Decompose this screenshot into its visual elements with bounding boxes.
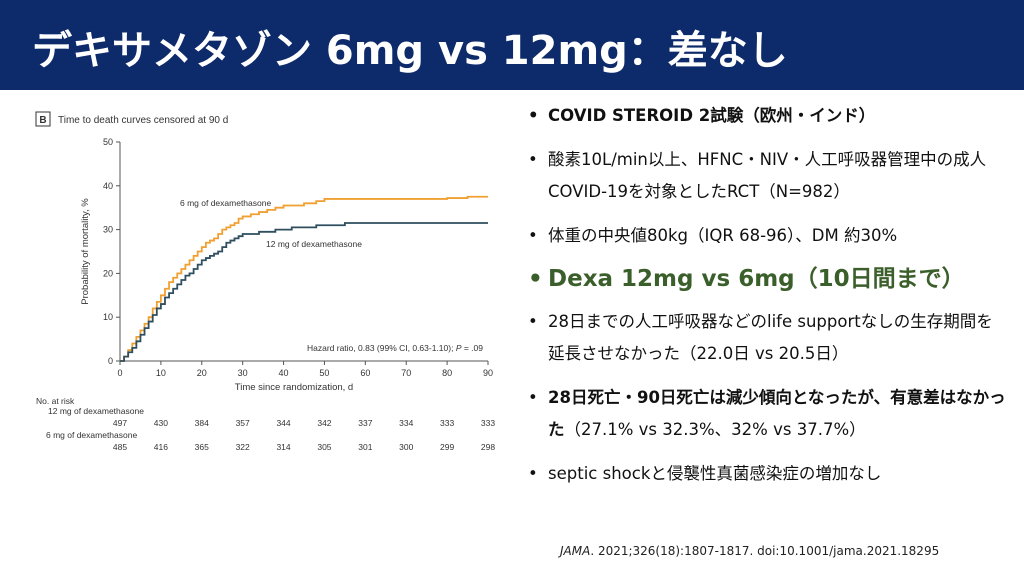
risk-table: 12 mg of dexamethasone 497 430 384 357 344 342… — [46, 406, 495, 452]
risk-row-label: 12 mg of dexamethasone — [48, 406, 144, 416]
bullet-item: • 体重の中央値80kg（IQR 68-96）、DM 約30% — [528, 226, 898, 245]
risk-cell: 384 — [195, 418, 209, 428]
risk-cell: 357 — [236, 418, 250, 428]
risk-cell: 334 — [399, 418, 413, 428]
risk-cell: 298 — [481, 442, 495, 452]
x-tick-label: 30 — [238, 368, 248, 378]
risk-cell: 299 — [440, 442, 454, 452]
x-tick-label: 80 — [442, 368, 452, 378]
x-tick-label: 40 — [279, 368, 289, 378]
x-tick-label: 60 — [360, 368, 370, 378]
chart-axes: 0 10 20 30 40 50 0 10 20 30 40 50 60 70 80 90 Time since… — [80, 137, 493, 393]
risk-cell: 300 — [399, 442, 413, 452]
risk-cell: 430 — [154, 418, 168, 428]
y-tick-label: 30 — [103, 225, 113, 235]
x-tick-label: 70 — [401, 368, 411, 378]
x-tick-label: 0 — [117, 368, 122, 378]
risk-cell: 333 — [440, 418, 454, 428]
risk-cell: 337 — [358, 418, 372, 428]
risk-cell: 305 — [317, 442, 331, 452]
series-6mg-line — [120, 195, 488, 362]
bullet-list: • COVID STEROID 2試験（欧州・インド） • 酸素10L/min以上、… — [528, 100, 1008, 490]
risk-cell: 497 — [113, 418, 127, 428]
y-tick-label: 20 — [103, 268, 113, 278]
risk-cell: 314 — [276, 442, 290, 452]
hazard-ratio-label: Hazard ratio, 0.83 (99% CI, 0.63-1.10); … — [307, 343, 483, 353]
bullet-item: • septic shockと侵襲性真菌感染症の増加なし — [528, 464, 882, 483]
km-chart: B Time to death curves censored at 90 d … — [35, 111, 495, 452]
risk-table-header: No. at risk — [36, 396, 75, 406]
bullet-item: • 酸素10L/min以上、HFNC・NIV・人工呼吸器管理中の成人COVID-1… — [528, 150, 987, 201]
y-tick-label: 10 — [103, 312, 113, 322]
annotation-12mg: 12 mg of dexamethasone — [266, 239, 362, 249]
risk-cell: 333 — [481, 418, 495, 428]
risk-cell: 485 — [113, 442, 127, 452]
risk-cell: 365 — [195, 442, 209, 452]
chart-curves — [120, 195, 488, 362]
panel-label: B — [39, 115, 46, 126]
panel-heading: Time to death curves censored at 90 d — [58, 115, 228, 126]
y-tick-label: 50 — [103, 137, 113, 147]
risk-cell: 322 — [236, 442, 250, 452]
bullet-item: • 28日死亡・90日死亡は減少傾向となったが、有意差はなかった（27.1% vs… — [528, 388, 1006, 439]
annotation-6mg: 6 mg of dexamethasone — [180, 198, 271, 208]
x-tick-label: 10 — [156, 368, 166, 378]
x-tick-label: 20 — [197, 368, 207, 378]
risk-cell: 301 — [358, 442, 372, 452]
x-tick-label: 50 — [319, 368, 329, 378]
bullet-item: • COVID STEROID 2試験（欧州・インド） — [528, 106, 876, 125]
title-bar: デキサメタゾン 6mg vs 12mg：差なし — [0, 0, 1024, 90]
risk-cell: 342 — [317, 418, 331, 428]
risk-cell: 344 — [276, 418, 290, 428]
y-axis-label: Probability of mortality, % — [80, 198, 91, 305]
risk-cell: 416 — [154, 442, 168, 452]
bullet-item: • 28日までの人工呼吸器などのlife supportなしの生存期間を延長させな… — [528, 312, 993, 363]
y-tick-label: 40 — [103, 181, 113, 191]
bullet-item-highlight: • Dexa 12mg vs 6mg（10日間まで） — [528, 266, 965, 292]
km-chart-panel: B Time to death curves censored at 90 d … — [28, 104, 498, 474]
x-axis-label: Time since randomization, d — [235, 382, 353, 393]
citation: JAMA. 2021;326(18):1807-1817. doi:10.100… — [560, 544, 940, 558]
panel-label-box — [35, 111, 51, 127]
slide-title: デキサメタゾン 6mg vs 12mg：差なし — [32, 28, 788, 74]
x-tick-label: 90 — [483, 368, 493, 378]
y-tick-label: 0 — [108, 356, 113, 366]
risk-row-label: 6 mg of dexamethasone — [46, 430, 137, 440]
series-12mg-line — [120, 222, 488, 362]
